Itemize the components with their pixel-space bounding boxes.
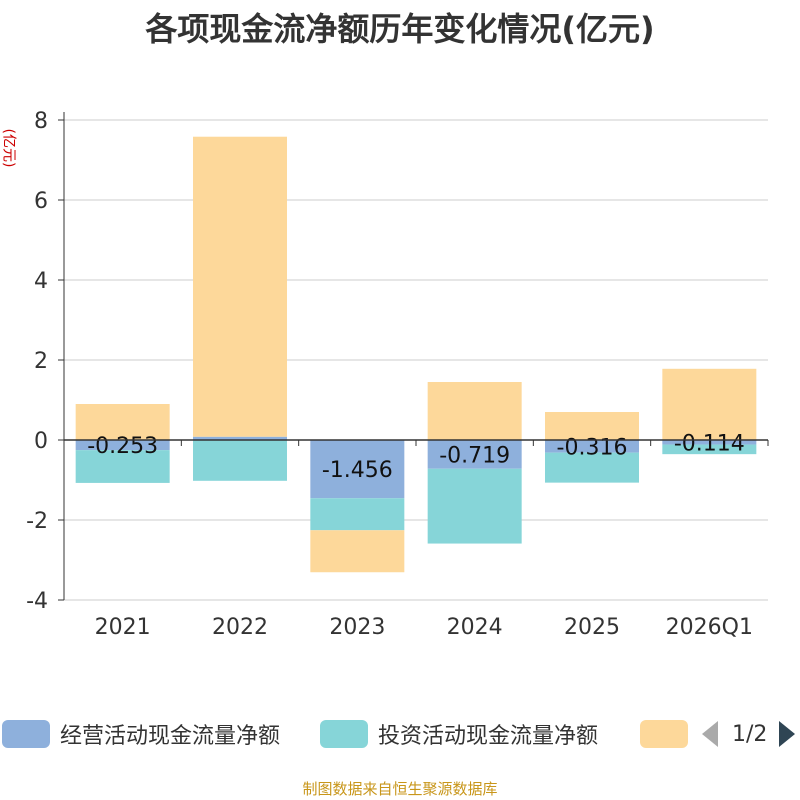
bar-series2-2025: [545, 412, 639, 440]
y-tick-label: -2: [26, 509, 48, 534]
bar-series2-2021: [75, 404, 170, 440]
bar-series2-2022: [193, 136, 287, 437]
x-tick-label-2021: 2021: [95, 615, 151, 640]
legend-swatch-investing: [320, 720, 368, 748]
bar-series1-2026Q1: [662, 444, 757, 455]
bar-series0-2023: [310, 440, 405, 499]
bar-series2-2026Q1: [662, 368, 757, 440]
x-tick-label-2023: 2023: [329, 615, 385, 640]
x-tick-label-2025: 2025: [564, 615, 620, 640]
y-tick-label: -4: [26, 589, 48, 614]
data-label-operating-2021: -0.253: [87, 434, 158, 459]
legend-item-financing[interactable]: [640, 720, 698, 748]
bar-series0-2025: [545, 440, 639, 453]
legend-page-indicator: 1/2: [732, 721, 768, 747]
bar-series1-2022: [193, 440, 287, 481]
legend-next-page-icon[interactable]: [779, 721, 796, 747]
y-tick-label: 2: [34, 349, 48, 374]
bar-series0-2024: [427, 440, 522, 469]
legend-swatch-operating: [2, 720, 50, 748]
bar-series1-2025: [545, 452, 639, 483]
x-tick-label-2026Q1: 2026Q1: [666, 615, 753, 640]
legend-label-operating: 经营活动现金流量净额: [60, 724, 281, 749]
legend-item-operating[interactable]: 经营活动现金流量净额: [2, 718, 280, 750]
legend-prev-page-icon[interactable]: [702, 721, 718, 747]
bar-series1-2023: [310, 498, 405, 531]
y-tick-label: 0: [34, 429, 48, 454]
data-label-operating-2026Q1: -0.114: [674, 431, 745, 456]
bar-series0-2021: [75, 440, 170, 451]
chart-plot: -4 -2 0 2 4 6 8 -0.253 -1.456 -0.719 -0.316 -0.114 2…: [26, 109, 769, 640]
legend: 经营活动现金流量净额 投资活动现金流量净额 1/2: [0, 712, 800, 756]
bar-series2-2024: [427, 382, 522, 440]
bar-series0-2022: [193, 436, 287, 440]
y-tick-label: 4: [34, 269, 48, 294]
legend-label-investing: 投资活动现金流量净额: [378, 724, 599, 749]
bar-series1-2021: [75, 450, 170, 483]
chart-title: 各项现金流净额历年变化情况(亿元): [145, 10, 655, 48]
y-tick-label: 6: [34, 189, 48, 214]
data-source-note: 制图数据来自恒生聚源数据库: [302, 780, 498, 798]
legend-pager: 1/2: [702, 721, 796, 747]
legend-swatch-financing: [640, 720, 688, 748]
legend-item-investing[interactable]: 投资活动现金流量净额: [320, 718, 598, 750]
data-label-operating-2025: -0.316: [557, 435, 628, 460]
data-label-operating-2023: -1.456: [322, 458, 393, 483]
bar-series2-2023: [310, 530, 405, 573]
y-tick-label: 8: [34, 109, 48, 134]
bar-series0-2026Q1: [662, 440, 757, 445]
bar-series1-2024: [427, 468, 522, 544]
x-tick-label-2022: 2022: [212, 615, 268, 640]
x-tick-label-2024: 2024: [447, 615, 503, 640]
data-label-operating-2024: -0.719: [439, 443, 510, 468]
